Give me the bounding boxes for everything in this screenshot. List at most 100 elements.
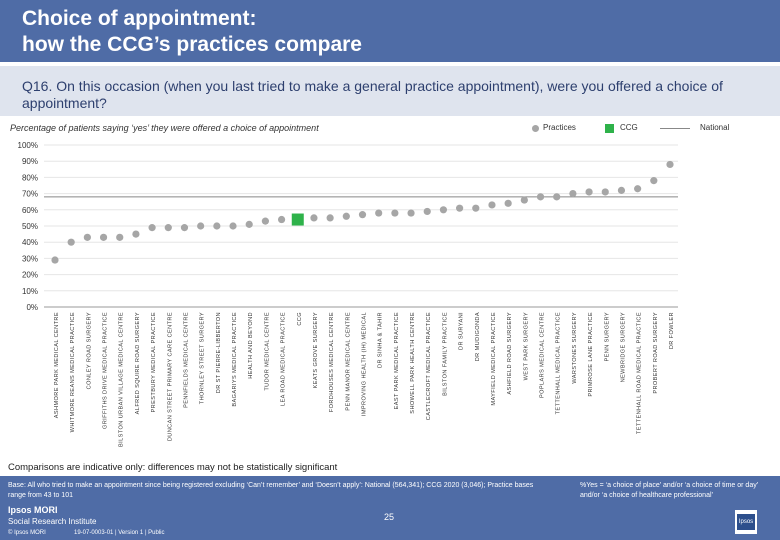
practice-point — [617, 186, 626, 194]
practice-point — [488, 201, 496, 209]
comparison-note: Comparisons are indicative only: differe… — [8, 462, 338, 473]
practice-point — [520, 196, 528, 204]
x-tick-label: GRIFFITHS DRIVE MEDICAL PRACTICE — [103, 312, 109, 429]
practice-point — [99, 233, 108, 241]
job-reference: 19-07-0003-01 | Version 1 | Public — [74, 530, 165, 536]
x-tick-label: DUNCAN STREET PRIMARY CARE CENTRE — [167, 312, 173, 441]
y-tick-label: 70% — [22, 190, 38, 199]
practice-point — [504, 199, 512, 207]
scatter-chart: 0% 10% 20% 30% 40% 50% 60% 70% 80% 90% 100% ASHMORE… — [18, 141, 678, 447]
title-line-1: Choice of appointment: — [22, 7, 257, 30]
practice-point — [116, 233, 124, 241]
y-tick-label: 80% — [22, 173, 38, 182]
x-tick-label: POPLARS MEDICAL CENTRE — [540, 312, 546, 398]
x-tick-label: KEATS GROVE SURGERY — [313, 312, 319, 388]
x-tick-label: PROBERT ROAD SURGERY — [653, 312, 659, 394]
x-tick-label: WHITMORE REANS MEDICAL PRACTICE — [70, 312, 76, 432]
page-number: 25 — [384, 512, 395, 522]
x-tick-label: HEALTH AND BEYOND — [248, 312, 254, 379]
practice-point — [536, 193, 545, 201]
practice-point — [277, 215, 286, 224]
practice-point — [423, 207, 431, 216]
practice-point — [132, 230, 140, 238]
x-tick-label: CONLEY ROAD SURGERY — [86, 312, 92, 389]
header-bar: Choice of appointment: how the CCG’s pra… — [0, 0, 780, 62]
ccg-marker — [291, 213, 304, 226]
legend-practices-marker — [532, 125, 539, 132]
practice-point — [326, 214, 334, 222]
x-tick-label: MAYFIELD MEDICAL PRACTICE — [491, 312, 497, 406]
practice-point — [261, 217, 269, 225]
x-tick-label: PRIMROSE LANE PRACTICE — [588, 312, 594, 397]
page-title: Choice of appointment: how the CCG’s pra… — [22, 6, 582, 58]
practice-point — [180, 224, 189, 232]
x-tick-label: DR ST PIERRE-LIBBERTON — [216, 312, 222, 393]
copyright-text: © Ipsos MORI — [8, 530, 46, 536]
legend-ccg-marker — [605, 124, 614, 133]
x-tick-label: PRESTBURY MEDICAL PRACTICE — [151, 312, 157, 412]
y-tick-label: 60% — [22, 206, 38, 215]
practice-point — [553, 193, 561, 201]
practice-point — [585, 188, 593, 196]
practice-point — [634, 185, 642, 193]
x-tick-label: DR FOWLER — [669, 312, 675, 349]
practice-point — [375, 209, 383, 217]
practice-point — [569, 190, 577, 198]
y-tick-label: 10% — [22, 287, 38, 296]
practice-point — [83, 233, 91, 241]
x-tick-label: FORDHOUSES MEDICAL CENTRE — [329, 312, 335, 412]
practice-point — [197, 222, 205, 230]
x-tick-label: DR SURYANI — [459, 312, 465, 350]
x-tick-label: TETTENHALL MEDICAL PRACTICE — [556, 312, 562, 414]
practice-point — [342, 212, 350, 220]
x-tick-label: WEST PARK SURGERY — [523, 312, 529, 380]
x-tick-label: PENN MANOR MEDICAL CENTRE — [345, 312, 351, 411]
x-tick-label: LEA ROAD MEDICAL PRACTICE — [281, 312, 287, 406]
legend-ccg-label: CCG — [620, 123, 638, 132]
practice-point — [391, 209, 399, 217]
x-tick-label: SHOWELL PARK HEALTH CENTRE — [410, 312, 416, 414]
practice-point — [650, 177, 658, 185]
practice-point — [666, 160, 674, 169]
practice-point — [358, 211, 367, 219]
brand-name: Ipsos MORI — [8, 505, 58, 515]
practice-point — [51, 256, 59, 264]
y-tick-label: 20% — [22, 271, 38, 280]
base-text: Base: All who tried to make an appointme… — [8, 482, 534, 499]
x-tick-label: ASHFIELD ROAD SURGERY — [507, 312, 513, 395]
legend-practices-label: Practices — [543, 123, 576, 132]
practice-point — [67, 238, 75, 246]
y-tick-label: 0% — [26, 303, 38, 312]
chart-subtitle: Percentage of patients saying ‘yes’ they… — [10, 123, 319, 133]
practice-point — [148, 224, 156, 232]
x-tick-label: DR SINHA & TAHIR — [378, 312, 384, 368]
x-tick-label: EAST PARK MEDICAL PRACTICE — [394, 312, 400, 409]
x-tick-label: BILSTON FAMILY PRACTICE — [442, 312, 448, 396]
legend-national-label: National — [700, 123, 730, 132]
practice-point — [439, 206, 448, 214]
brand-subname: Social Research Institute — [8, 517, 97, 526]
x-tick-label: ALFRED SQUIRE ROAD SURGERY — [135, 312, 141, 414]
title-line-2: how the CCG’s practices compare — [22, 33, 362, 56]
practice-point — [310, 214, 318, 222]
x-tick-label: THORNLEY STREET SURGERY — [200, 312, 206, 404]
question-text: Q16. On this occasion (when you last tri… — [22, 78, 723, 111]
y-tick-label: 30% — [22, 254, 38, 263]
x-tick-label: TUDOR MEDICAL CENTRE — [264, 312, 270, 391]
practice-point — [245, 220, 253, 228]
footer-bar — [0, 476, 780, 540]
y-tick-label: 50% — [22, 222, 38, 231]
x-tick-label: BILSTON URBAN VILLAGE MEDICAL CENTRE — [119, 312, 125, 447]
x-tick-label: CCG — [297, 312, 303, 326]
x-tick-label: IMPROVING HEALTH (IH) MEDICAL — [362, 312, 368, 416]
x-tick-label: PENNFIELDS MEDICAL CENTRE — [183, 312, 189, 408]
question-bar — [0, 66, 780, 116]
definition-text: %Yes = ‘a choice of place’ and/or ‘a cho… — [580, 482, 759, 499]
y-tick-label: 40% — [22, 238, 38, 247]
x-tick-label: WARSTONES SURGERY — [572, 312, 578, 384]
practice-point — [213, 222, 221, 230]
legend-national-marker — [660, 128, 690, 129]
x-tick-label: CASTLECROFT MEDICAL PRACTICE — [426, 312, 432, 420]
x-tick-label: BAGARIYS MEDICAL PRACTICE — [232, 312, 238, 407]
y-tick-label: 100% — [18, 141, 38, 150]
